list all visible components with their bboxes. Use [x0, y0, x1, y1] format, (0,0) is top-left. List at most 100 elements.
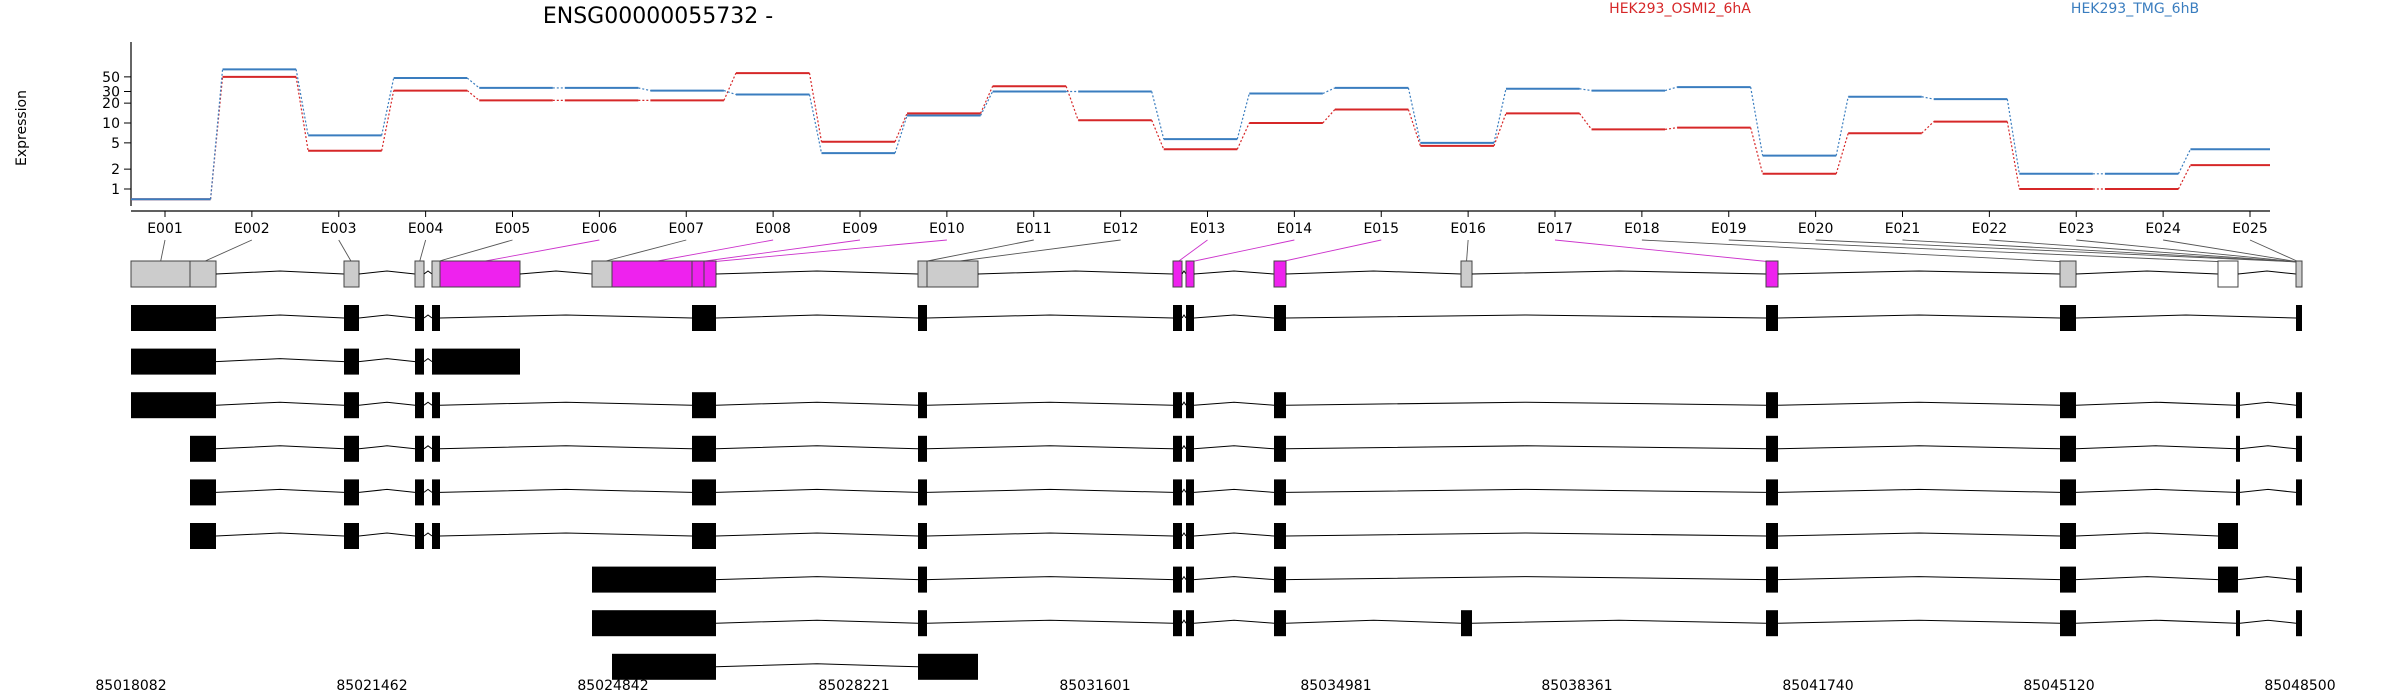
transcript-exon [2060, 392, 2076, 419]
genomic-position-label: 85045120 [2023, 678, 2094, 694]
transcript-exon [2218, 523, 2238, 549]
intron-line [1193, 488, 1275, 493]
series-lines [131, 68, 2270, 201]
intron-line [926, 314, 1174, 319]
gene-model-exon [611, 260, 693, 288]
transcript-exon [2060, 610, 2076, 637]
series-2-connector [295, 69, 309, 136]
intron-line [1777, 270, 2061, 275]
series-2-connector [1236, 93, 1250, 140]
intron-line [215, 532, 345, 537]
exon-connector-line [1641, 239, 2069, 263]
transcript-track [190, 479, 2302, 506]
exon-tick-label: E004 [408, 221, 444, 237]
transcript-exon [415, 348, 424, 375]
intron-line [358, 532, 416, 537]
intron-line [2075, 270, 2219, 275]
transcript-exon [344, 305, 359, 331]
gene-model-exon [414, 260, 425, 288]
gene-model-exon [926, 260, 979, 288]
transcript-exon [1766, 523, 1778, 549]
transcript-exon [344, 435, 359, 462]
intron-line [926, 619, 1174, 624]
transcript-exon [1173, 479, 1182, 506]
gene-model-exon [1460, 260, 1473, 288]
exon-tick-label: E017 [1537, 221, 1573, 237]
transcript-exon [704, 610, 716, 637]
intron-line [1193, 532, 1275, 537]
transcript-exon [1274, 435, 1286, 462]
transcript-exon [1274, 392, 1286, 419]
exon-tick-label: E020 [1798, 221, 1834, 237]
genomic-axis: 85018082 85021462 85024842 85028221 85031601… [95, 678, 2335, 694]
intron-line [1777, 619, 2061, 624]
intron-line [926, 445, 1174, 450]
transcript-exon [1274, 566, 1286, 593]
transcript-exon [344, 523, 359, 549]
transcript-exon [1766, 305, 1778, 331]
transcript-exon [1274, 523, 1286, 549]
transcript-exon [592, 610, 704, 637]
transcript-exon [592, 566, 716, 593]
exon-tick-label: E023 [2058, 221, 2094, 237]
intron-line [2239, 488, 2297, 493]
intron-line [715, 532, 919, 537]
transcript-exon [1766, 435, 1778, 462]
intron-line [2237, 270, 2297, 275]
series-1-connector [1151, 120, 1165, 150]
gene-model-exon [1172, 260, 1183, 288]
intron-line [1285, 401, 1767, 406]
intron-line [1471, 619, 1767, 624]
intron-line [715, 576, 919, 581]
transcript-exon [1766, 392, 1778, 419]
intron-line [715, 270, 919, 275]
transcript-track [131, 305, 2302, 331]
exon-tick-label: E007 [668, 221, 704, 237]
intron-line [1193, 576, 1275, 581]
intron-line [1193, 619, 1275, 624]
intron-line [215, 358, 345, 363]
exon-connector-line [202, 239, 253, 263]
gene-model-exon [1185, 260, 1195, 288]
transcript-exon [1274, 610, 1286, 637]
exon-connector-line [435, 239, 513, 263]
series-1-connector [980, 86, 994, 114]
intron-line [439, 314, 693, 319]
transcript-exon [1186, 392, 1194, 419]
exon-connector-line [952, 239, 1121, 263]
transcript-exon [692, 523, 704, 549]
series-2-connector [638, 87, 651, 92]
exon-tick-label: E001 [147, 221, 183, 237]
exon-connector-line [601, 239, 687, 263]
intron-line [1777, 532, 2061, 537]
series-2-connector [894, 115, 908, 154]
exon-connector-line [1815, 239, 2300, 263]
transcript-exon [1274, 479, 1286, 506]
series-1 [131, 72, 2270, 201]
series-1-connector [894, 113, 908, 142]
transcript-exon [692, 392, 704, 419]
series-1-connector [466, 90, 480, 101]
y-tick-label: 10 [102, 116, 120, 132]
series-1-connector [808, 73, 823, 142]
exon-connector-line [1177, 239, 1208, 263]
intron-line [1285, 270, 1462, 275]
gene-model-exon [439, 260, 521, 288]
transcript-exon [918, 610, 927, 637]
exon-tick-label: E015 [1363, 221, 1399, 237]
transcript-track [612, 653, 978, 680]
transcript-exon [2236, 479, 2240, 506]
transcript-exon [131, 392, 216, 419]
gene-model-exon [431, 260, 441, 288]
intron-line [439, 445, 693, 450]
series-1-connector [1664, 127, 1678, 130]
exon-connector-line [1554, 239, 1773, 263]
genomic-position-label: 85021462 [336, 678, 407, 694]
series-2-connector [381, 77, 395, 136]
exon-connector-line [651, 239, 774, 263]
intron-line [715, 488, 919, 493]
transcript-exon [190, 435, 216, 462]
transcript-exon [704, 305, 716, 331]
genomic-position-label: 85018082 [95, 678, 166, 694]
series-1-connector [1493, 113, 1507, 147]
